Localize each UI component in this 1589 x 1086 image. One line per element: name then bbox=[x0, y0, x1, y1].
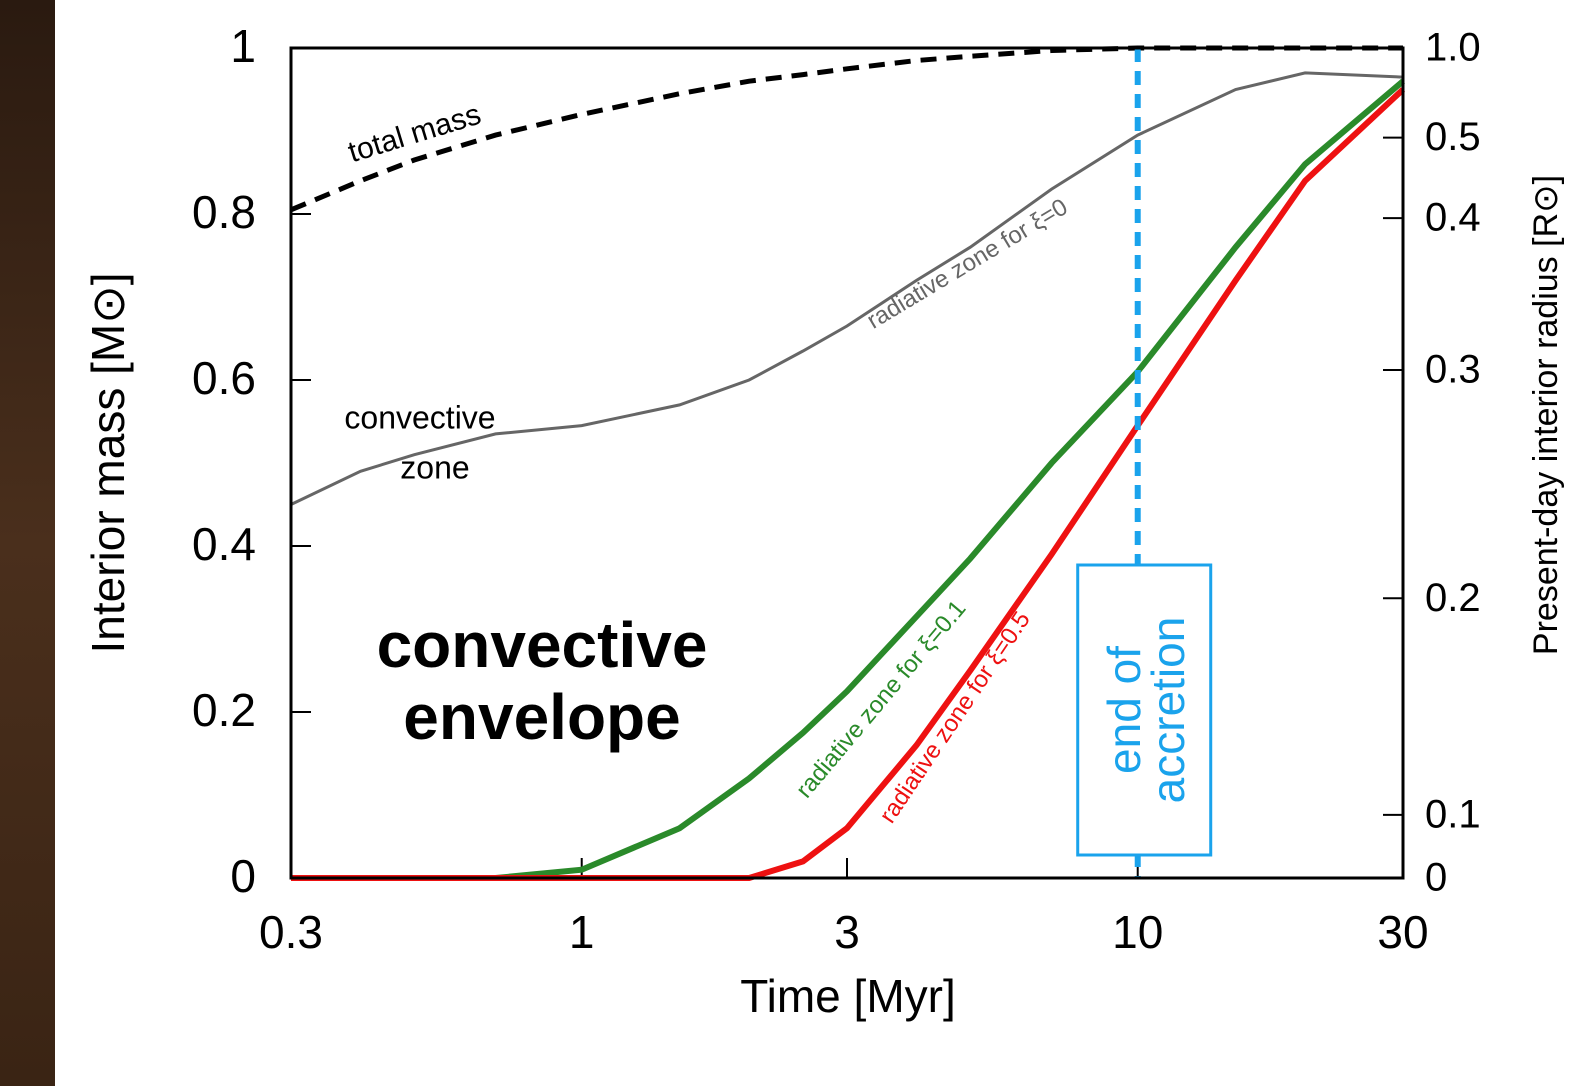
y-tick-label: 0.8 bbox=[192, 186, 256, 238]
x-tick-label: 0.3 bbox=[259, 906, 323, 958]
y2-tick-label: 0.5 bbox=[1425, 115, 1481, 159]
annotation: convective bbox=[377, 609, 708, 681]
y2-tick-label: 0.3 bbox=[1425, 348, 1481, 392]
y-tick-label: 0.4 bbox=[192, 518, 256, 570]
x-tick-label: 10 bbox=[1112, 906, 1163, 958]
y2-tick-label: 0.4 bbox=[1425, 196, 1481, 240]
annotation: zone bbox=[400, 449, 469, 485]
y-axis-label: Interior mass [M⊙] bbox=[82, 272, 134, 653]
vline-label: end of bbox=[1098, 646, 1150, 774]
x-tick-label: 1 bbox=[569, 906, 595, 958]
y2-tick-label: 0.2 bbox=[1425, 576, 1481, 620]
series-label: radiative zone for ξ=0 bbox=[862, 193, 1072, 334]
y-tick-label: 0.6 bbox=[192, 352, 256, 404]
y2-tick-label: 0 bbox=[1425, 856, 1447, 900]
x-tick-label: 3 bbox=[834, 906, 860, 958]
y-tick-label: 0 bbox=[230, 850, 256, 902]
y2-axis-label: Present-day interior radius [R⊙] bbox=[1527, 175, 1565, 655]
vline-label: accretion bbox=[1142, 617, 1194, 804]
y2-tick-label: 0.1 bbox=[1425, 792, 1481, 836]
annotation: envelope bbox=[403, 681, 680, 753]
line-series bbox=[290, 71, 1404, 506]
y-tick-label: 1 bbox=[230, 20, 256, 72]
annotation: convective bbox=[344, 399, 495, 435]
vline-label-box bbox=[1076, 563, 1213, 857]
plot-frame bbox=[289, 46, 1405, 880]
series-label: radiative zone for ξ=0.1 bbox=[791, 595, 972, 803]
y2-tick-label: 1.0 bbox=[1425, 26, 1481, 70]
x-tick-label: 30 bbox=[1377, 906, 1428, 958]
x-axis-label: Time [Myr] bbox=[740, 970, 956, 1022]
background-strip bbox=[0, 0, 55, 1086]
y-tick-label: 0.2 bbox=[192, 684, 256, 736]
